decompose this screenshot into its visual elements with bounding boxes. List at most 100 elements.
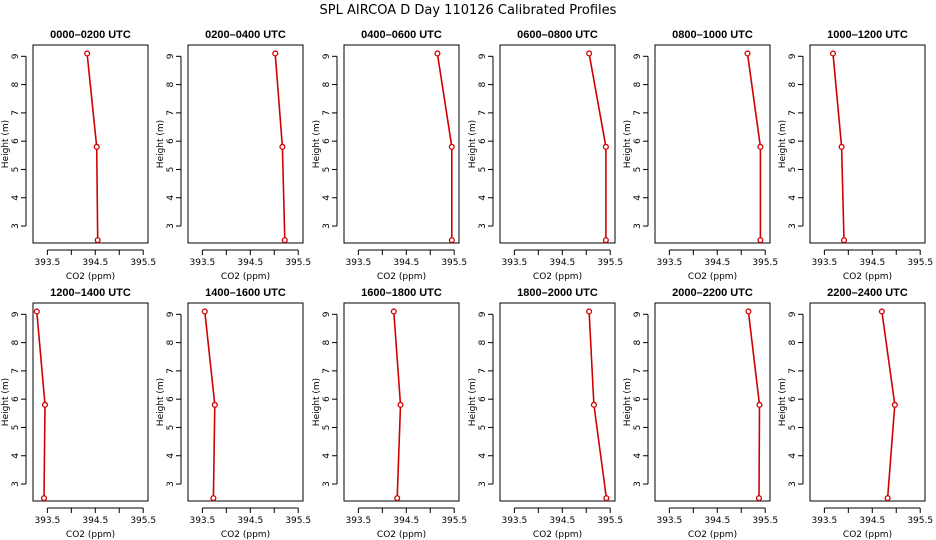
x-axis-label: CO2 (ppm) (843, 530, 892, 540)
y-tick-label: 6 (166, 138, 176, 144)
data-point (279, 143, 286, 150)
y-tick-label: 7 (478, 368, 488, 374)
panel-title: 1600–1800 UTC (361, 287, 442, 299)
y-tick-label: 5 (788, 167, 798, 173)
x-axis-label: CO2 (ppm) (533, 530, 582, 540)
x-tick-label: 394.5 (549, 258, 575, 268)
y-tick-label: 7 (788, 110, 798, 116)
x-axis-label: CO2 (ppm) (221, 530, 270, 540)
x-tick-label: 395.5 (907, 258, 933, 268)
y-tick-label: 5 (788, 425, 798, 431)
plot-frame (343, 44, 460, 244)
y-tick-label: 4 (166, 453, 176, 459)
x-axis-label: CO2 (ppm) (66, 530, 115, 540)
y-tick-label: 5 (478, 167, 488, 173)
data-point (602, 237, 609, 244)
y-tick-label: 3 (322, 481, 332, 487)
panel-title: 0400–0600 UTC (361, 29, 442, 41)
y-tick-label: 9 (788, 311, 798, 317)
y-tick-label: 3 (478, 481, 488, 487)
y-axis-label: Height (m) (468, 120, 478, 168)
data-point (210, 495, 217, 502)
data-point (448, 143, 455, 150)
y-tick-label: 4 (788, 453, 798, 459)
y-tick-label: 5 (322, 167, 332, 173)
y-tick-label: 8 (11, 339, 21, 345)
y-tick-label: 3 (788, 223, 798, 229)
data-point (448, 237, 455, 244)
y-tick-label: 5 (478, 425, 488, 431)
y-tick-label: 7 (322, 110, 332, 116)
data-point (838, 143, 845, 150)
x-tick-label: 395.5 (441, 258, 467, 268)
x-axis-label: CO2 (ppm) (688, 272, 737, 282)
y-tick-label: 4 (633, 453, 643, 459)
plot-frame (499, 302, 616, 502)
y-tick-label: 5 (322, 425, 332, 431)
panel: 1400–1600 UTC 393.5 394.5 395.5 CO2 (ppm) 3 4 5… (156, 287, 311, 540)
data-point (878, 308, 885, 315)
y-axis-label: Height (m) (312, 378, 322, 426)
panel: 2000–2200 UTC 393.5 394.5 395.5 CO2 (ppm) 3 4 5… (623, 287, 778, 540)
x-tick-label: 395.5 (130, 516, 156, 526)
plot-frame (343, 302, 460, 502)
y-tick-label: 6 (633, 396, 643, 402)
y-tick-label: 7 (166, 368, 176, 374)
data-point (744, 50, 751, 57)
y-axis-label: Height (m) (1, 378, 11, 426)
data-point (756, 401, 763, 408)
y-tick-label: 4 (322, 195, 332, 201)
x-tick-label: 395.5 (285, 258, 311, 268)
y-tick-label: 8 (633, 339, 643, 345)
y-tick-label: 8 (11, 81, 21, 87)
y-tick-label: 6 (322, 138, 332, 144)
panel-title: 0200–0400 UTC (205, 29, 286, 41)
x-tick-label: 394.5 (237, 516, 263, 526)
data-point (211, 401, 218, 408)
plot-frame (654, 44, 771, 244)
y-tick-label: 7 (478, 110, 488, 116)
panel: 1600–1800 UTC 393.5 394.5 395.5 CO2 (ppm) 3 4 5… (312, 287, 467, 540)
data-point (394, 495, 401, 502)
y-tick-label: 7 (166, 110, 176, 116)
x-tick-label: 393.5 (501, 258, 527, 268)
data-point (586, 308, 593, 315)
data-point (281, 237, 288, 244)
data-point (201, 308, 208, 315)
y-tick-label: 5 (633, 167, 643, 173)
x-tick-label: 393.5 (656, 516, 682, 526)
y-tick-label: 9 (11, 53, 21, 59)
x-tick-label: 395.5 (907, 516, 933, 526)
data-point (84, 50, 91, 57)
x-tick-label: 395.5 (285, 516, 311, 526)
y-tick-label: 4 (11, 453, 21, 459)
panel-title: 0600–0800 UTC (517, 29, 598, 41)
panel: 1800–2000 UTC 393.5 394.5 395.5 CO2 (ppm) 3 4 5… (468, 287, 623, 540)
y-tick-label: 5 (11, 425, 21, 431)
panel: 2200–2400 UTC 393.5 394.5 395.5 CO2 (ppm) 3 4 5… (778, 287, 933, 540)
data-point (602, 143, 609, 150)
y-tick-label: 3 (11, 223, 21, 229)
data-point (397, 401, 404, 408)
plot-frame (32, 302, 149, 502)
panel-title: 1200–1400 UTC (50, 287, 131, 299)
x-tick-label: 394.5 (549, 516, 575, 526)
data-point (434, 50, 441, 57)
panel: 0800–1000 UTC 393.5 394.5 395.5 CO2 (ppm) 3 4 5… (623, 29, 778, 282)
y-tick-label: 3 (322, 223, 332, 229)
y-tick-label: 6 (478, 396, 488, 402)
y-tick-label: 9 (166, 53, 176, 59)
data-point (891, 401, 898, 408)
x-tick-label: 394.5 (704, 516, 730, 526)
y-tick-label: 5 (166, 167, 176, 173)
x-tick-label: 395.5 (441, 516, 467, 526)
x-axis-label: CO2 (ppm) (66, 272, 115, 282)
panel-title: 0800–1000 UTC (672, 29, 753, 41)
y-tick-label: 6 (166, 396, 176, 402)
y-tick-label: 3 (11, 481, 21, 487)
x-tick-label: 393.5 (34, 258, 60, 268)
data-point (41, 401, 49, 408)
plot-frame (499, 44, 616, 244)
y-tick-label: 6 (478, 138, 488, 144)
